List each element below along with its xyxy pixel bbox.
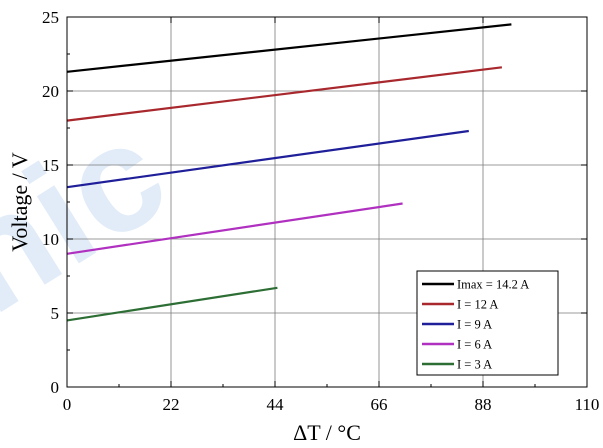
x-tick-label: 110 xyxy=(575,395,600,414)
series-lines xyxy=(66,23,512,322)
x-axis-title: ΔT / °C xyxy=(293,420,361,445)
y-tick-label: 25 xyxy=(42,8,59,27)
y-tick-label: 15 xyxy=(42,156,59,175)
series-line xyxy=(66,129,469,189)
x-tick-label: 88 xyxy=(475,395,492,414)
legend-entry: I = 12 A xyxy=(457,298,498,312)
tick-labels: 0 22 44 66 88 110 0 5 10 15 20 25 xyxy=(42,8,599,414)
x-tick-label: 22 xyxy=(163,395,180,414)
y-tick-label: 0 xyxy=(51,378,60,397)
legend-entry: I = 3 A xyxy=(457,358,492,372)
grid xyxy=(67,17,587,387)
series-line xyxy=(66,202,403,255)
y-tick-label: 20 xyxy=(42,82,59,101)
x-tick-label: 0 xyxy=(63,395,72,414)
x-tick-label: 66 xyxy=(371,395,388,414)
legend-entry: Imax = 14.2 A xyxy=(457,278,529,292)
x-tick-label: 44 xyxy=(267,395,285,414)
legend-entry: I = 6 A xyxy=(457,338,492,352)
series-line xyxy=(66,286,278,322)
series-line xyxy=(66,66,503,122)
axis-ticks xyxy=(66,16,588,388)
y-axis-title: Voltage / V xyxy=(7,152,32,252)
legend-entry: I = 9 A xyxy=(457,318,492,332)
series-line xyxy=(66,23,512,73)
y-tick-label: 10 xyxy=(42,230,59,249)
y-tick-label: 5 xyxy=(51,304,60,323)
legend: Imax = 14.2 A I = 12 A I = 9 A I = 6 A I = 3… xyxy=(416,270,559,376)
